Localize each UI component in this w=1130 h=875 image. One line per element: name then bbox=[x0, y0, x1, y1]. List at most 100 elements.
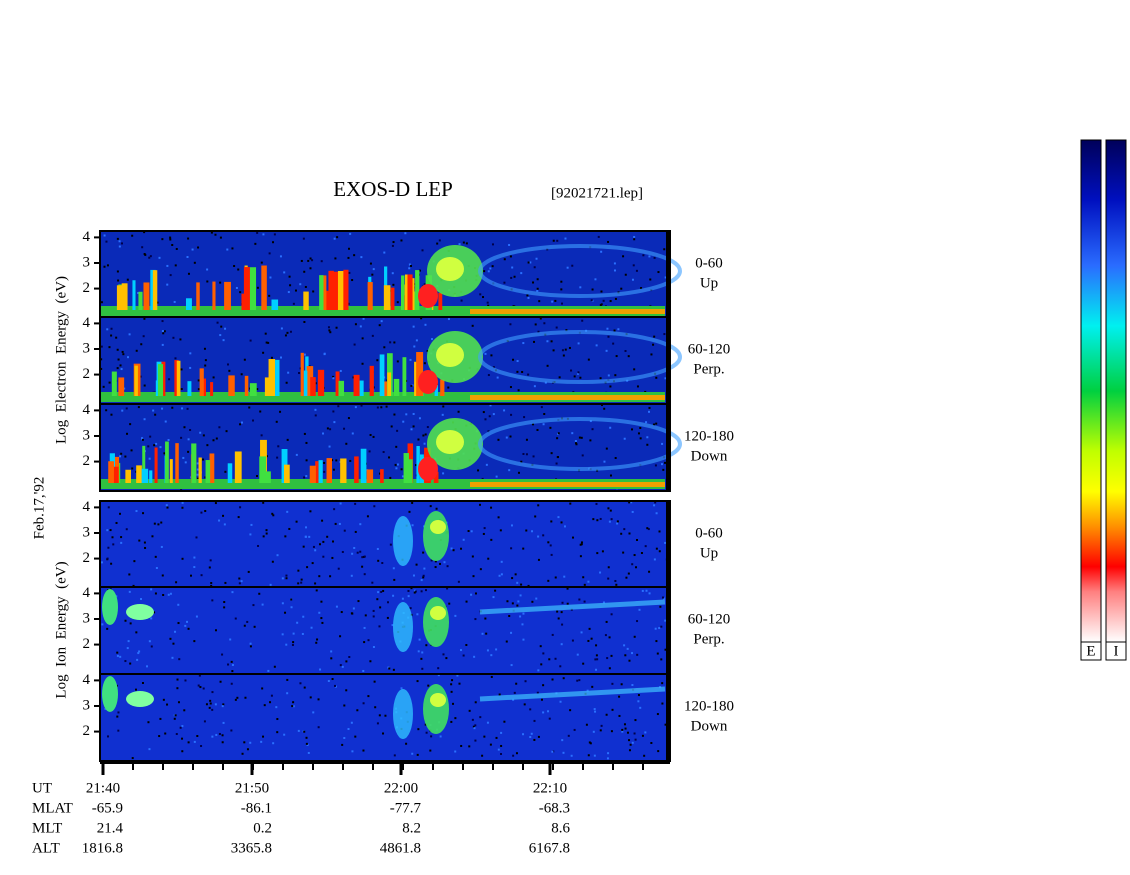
noise bbox=[558, 376, 561, 379]
noise bbox=[540, 663, 543, 666]
orbit-value: 4861.8 bbox=[380, 840, 421, 856]
noise bbox=[628, 659, 631, 662]
noise bbox=[117, 358, 120, 361]
noise bbox=[202, 687, 205, 690]
noise bbox=[186, 620, 189, 623]
streak bbox=[176, 360, 181, 396]
streak bbox=[138, 291, 143, 310]
noise bbox=[412, 325, 415, 328]
noise bbox=[653, 256, 656, 259]
noise bbox=[118, 512, 121, 515]
noise bbox=[533, 385, 536, 388]
noise bbox=[138, 650, 141, 653]
noise bbox=[474, 724, 477, 727]
band bbox=[100, 479, 665, 489]
noise bbox=[230, 682, 233, 685]
noise bbox=[161, 330, 164, 333]
noise bbox=[542, 652, 545, 655]
noise bbox=[240, 421, 243, 424]
noise bbox=[167, 438, 170, 441]
noise bbox=[171, 406, 174, 409]
noise bbox=[624, 654, 627, 657]
noise bbox=[636, 653, 639, 656]
noise bbox=[509, 386, 512, 389]
noise bbox=[612, 342, 615, 345]
noise bbox=[646, 527, 649, 530]
noise bbox=[439, 562, 442, 565]
noise bbox=[129, 662, 132, 665]
noise bbox=[165, 504, 168, 507]
noise bbox=[401, 597, 404, 600]
noise bbox=[393, 754, 396, 757]
streak bbox=[142, 445, 146, 483]
noise bbox=[135, 510, 138, 513]
noise bbox=[305, 742, 308, 745]
noise bbox=[142, 512, 145, 515]
noise bbox=[363, 626, 366, 629]
noise bbox=[175, 581, 178, 584]
blob bbox=[418, 457, 438, 481]
noise bbox=[537, 535, 540, 538]
noise bbox=[503, 281, 506, 284]
noise bbox=[281, 577, 284, 580]
streak bbox=[379, 354, 385, 396]
noise bbox=[106, 529, 109, 532]
noise bbox=[153, 444, 156, 447]
noise bbox=[519, 594, 522, 597]
noise bbox=[655, 512, 658, 515]
time-label: 21:50 bbox=[235, 780, 269, 796]
noise bbox=[494, 589, 497, 592]
noise bbox=[177, 701, 180, 704]
noise bbox=[351, 612, 354, 615]
noise bbox=[486, 301, 489, 304]
noise bbox=[196, 462, 199, 465]
orbit-value: -86.1 bbox=[241, 800, 272, 816]
angle-label: 60-120 bbox=[688, 611, 731, 627]
noise bbox=[147, 445, 150, 448]
noise bbox=[650, 741, 653, 744]
noise bbox=[163, 452, 166, 455]
noise bbox=[647, 528, 650, 531]
noise bbox=[292, 302, 295, 305]
noise bbox=[425, 731, 428, 734]
noise bbox=[550, 520, 553, 523]
noise bbox=[186, 407, 189, 410]
noise bbox=[179, 338, 182, 341]
noise bbox=[655, 640, 658, 643]
noise bbox=[110, 327, 113, 330]
noise bbox=[413, 345, 416, 348]
streak bbox=[198, 457, 202, 483]
noise bbox=[364, 614, 367, 617]
noise bbox=[572, 536, 575, 539]
orbit-value: 8.2 bbox=[402, 820, 421, 836]
noise bbox=[605, 349, 608, 352]
noise bbox=[488, 415, 491, 418]
noise bbox=[484, 352, 487, 355]
noise bbox=[180, 436, 183, 439]
noise bbox=[662, 468, 665, 471]
noise bbox=[579, 376, 582, 379]
noise bbox=[635, 269, 638, 272]
streak bbox=[116, 285, 124, 310]
y-tick-label: 4 bbox=[83, 585, 91, 601]
noise bbox=[517, 389, 520, 392]
noise bbox=[567, 734, 570, 737]
noise bbox=[196, 468, 199, 471]
noise bbox=[335, 326, 338, 329]
noise bbox=[116, 715, 119, 718]
noise bbox=[655, 547, 658, 550]
noise bbox=[270, 694, 273, 697]
noise bbox=[116, 348, 119, 351]
noise bbox=[595, 344, 598, 347]
noise bbox=[134, 688, 137, 691]
noise bbox=[487, 430, 490, 433]
streak bbox=[416, 446, 420, 483]
noise bbox=[465, 644, 468, 647]
noise bbox=[119, 655, 122, 658]
noise bbox=[299, 367, 302, 370]
noise bbox=[171, 244, 174, 247]
noise bbox=[175, 733, 178, 736]
noise bbox=[161, 238, 164, 241]
noise bbox=[636, 385, 639, 388]
row-label: ALT bbox=[32, 840, 60, 856]
